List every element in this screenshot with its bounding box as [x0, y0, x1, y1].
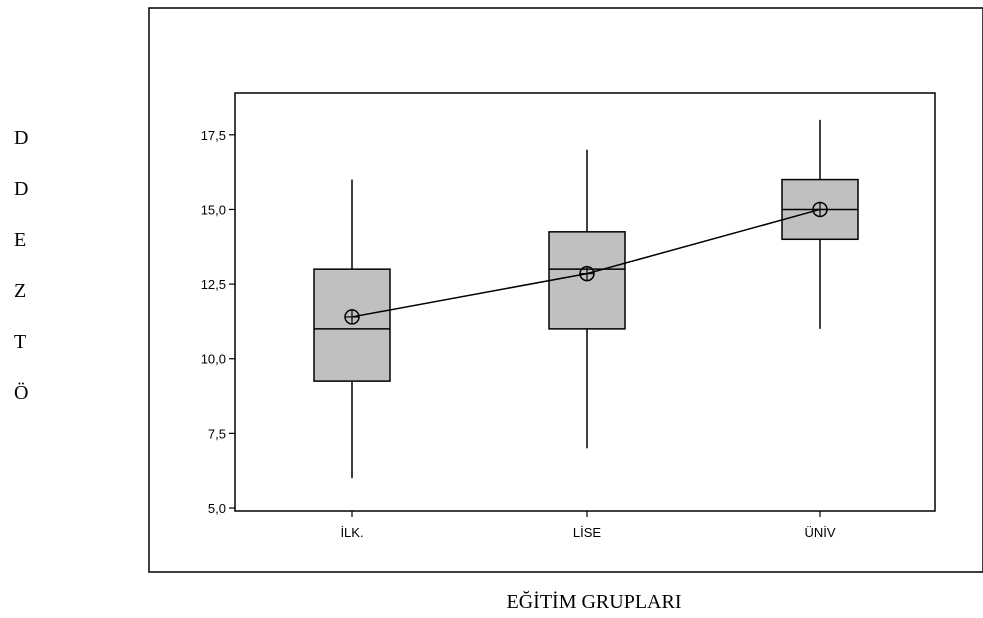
x-axis: İLK. LİSE ÜNİV [340, 511, 836, 540]
y-tick-label: 7,5 [208, 426, 226, 441]
y-label-letter: D [14, 178, 29, 200]
box-1 [548, 149, 626, 449]
mean-marker [579, 265, 595, 282]
mean-line-group [344, 201, 828, 325]
y-axis: 5,0 7,5 10,0 12,5 15,0 17,5 [201, 128, 235, 516]
x-axis-label: EĞİTİM GRUPLARI [506, 591, 682, 613]
boxes-group [313, 119, 859, 479]
y-label-letter: Ö [14, 382, 29, 404]
box-2 [781, 119, 859, 329]
box-0 [313, 179, 391, 479]
y-label-letter: D [14, 127, 29, 149]
box-iqr [313, 268, 391, 382]
y-tick-label: 5,0 [208, 501, 226, 516]
y-label-letter: E [14, 229, 27, 251]
plot-area [234, 92, 936, 512]
y-label-letter: Z [14, 280, 27, 302]
y-tick-label: 12,5 [201, 277, 226, 292]
x-tick-label: LİSE [573, 525, 602, 540]
x-tick-label: ÜNİV [804, 525, 835, 540]
x-tick-label: İLK. [340, 525, 363, 540]
y-tick-label: 17,5 [201, 128, 226, 143]
y-tick-label: 15,0 [201, 202, 226, 217]
y-tick-label: 10,0 [201, 352, 226, 367]
mean-marker [812, 201, 828, 218]
outer-frame [148, 7, 983, 573]
mean-marker [344, 309, 360, 325]
y-label-letter: T [14, 331, 27, 353]
